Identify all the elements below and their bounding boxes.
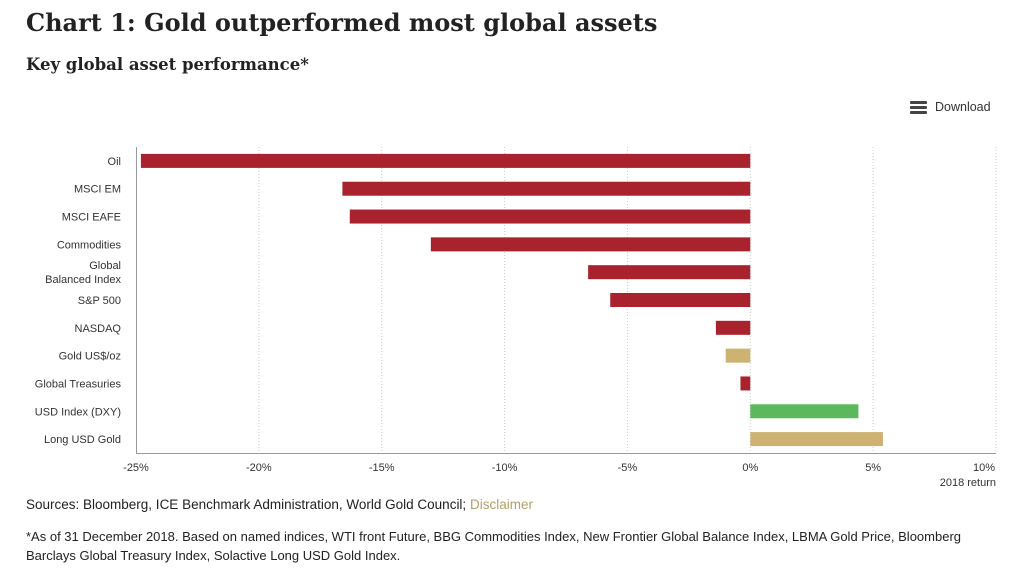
bar: [140, 153, 751, 168]
download-label: Download: [935, 100, 991, 114]
x-tick-label: -10%: [492, 462, 518, 474]
sources-text: Sources: Bloomberg, ICE Benchmark Admini…: [26, 497, 470, 512]
x-tick-label: -15%: [369, 462, 395, 474]
category-label: Global Treasuries: [35, 378, 122, 390]
category-label: Commodities: [57, 239, 122, 251]
x-tick-label: 10%: [973, 462, 995, 474]
hamburger-menu-icon: [910, 100, 927, 114]
category-label: Oil: [108, 156, 121, 168]
x-tick-label: 5%: [865, 462, 881, 474]
x-tick-label: -25%: [123, 462, 149, 474]
bar: [342, 181, 751, 196]
category-label: Global Balanced Index: [45, 260, 121, 286]
bar: [588, 265, 751, 280]
footnote: *As of 31 December 2018. Based on named …: [26, 529, 961, 563]
category-label: S&P 500: [78, 295, 121, 307]
bar: [349, 209, 751, 224]
bar: [750, 404, 859, 419]
download-button[interactable]: Download: [910, 100, 991, 114]
x-tick-label: -20%: [246, 462, 272, 474]
category-label: Long USD Gold: [44, 434, 121, 446]
bar: [430, 237, 751, 252]
category-label: Gold US$/oz: [59, 351, 121, 363]
category-label: USD Index (DXY): [35, 406, 121, 418]
category-label: NASDAQ: [75, 323, 122, 335]
bar: [610, 293, 751, 307]
category-label: MSCI EAFE: [62, 212, 121, 224]
chart-subtitle: Key global asset performance*: [26, 55, 309, 74]
bar: [715, 320, 751, 335]
disclaimer-link[interactable]: Disclaimer: [469, 497, 533, 512]
bar: [740, 376, 751, 391]
bar: [750, 432, 883, 447]
x-tick-label: -5%: [618, 462, 638, 474]
bar: [725, 348, 751, 363]
x-axis-title: 2018 return: [940, 477, 996, 489]
x-tick-label: 0%: [742, 462, 758, 474]
sources-line: Sources: Bloomberg, ICE Benchmark Admini…: [26, 497, 533, 512]
category-label: MSCI EM: [74, 184, 121, 196]
chart-title: Chart 1: Gold outperformed most global a…: [26, 8, 658, 37]
